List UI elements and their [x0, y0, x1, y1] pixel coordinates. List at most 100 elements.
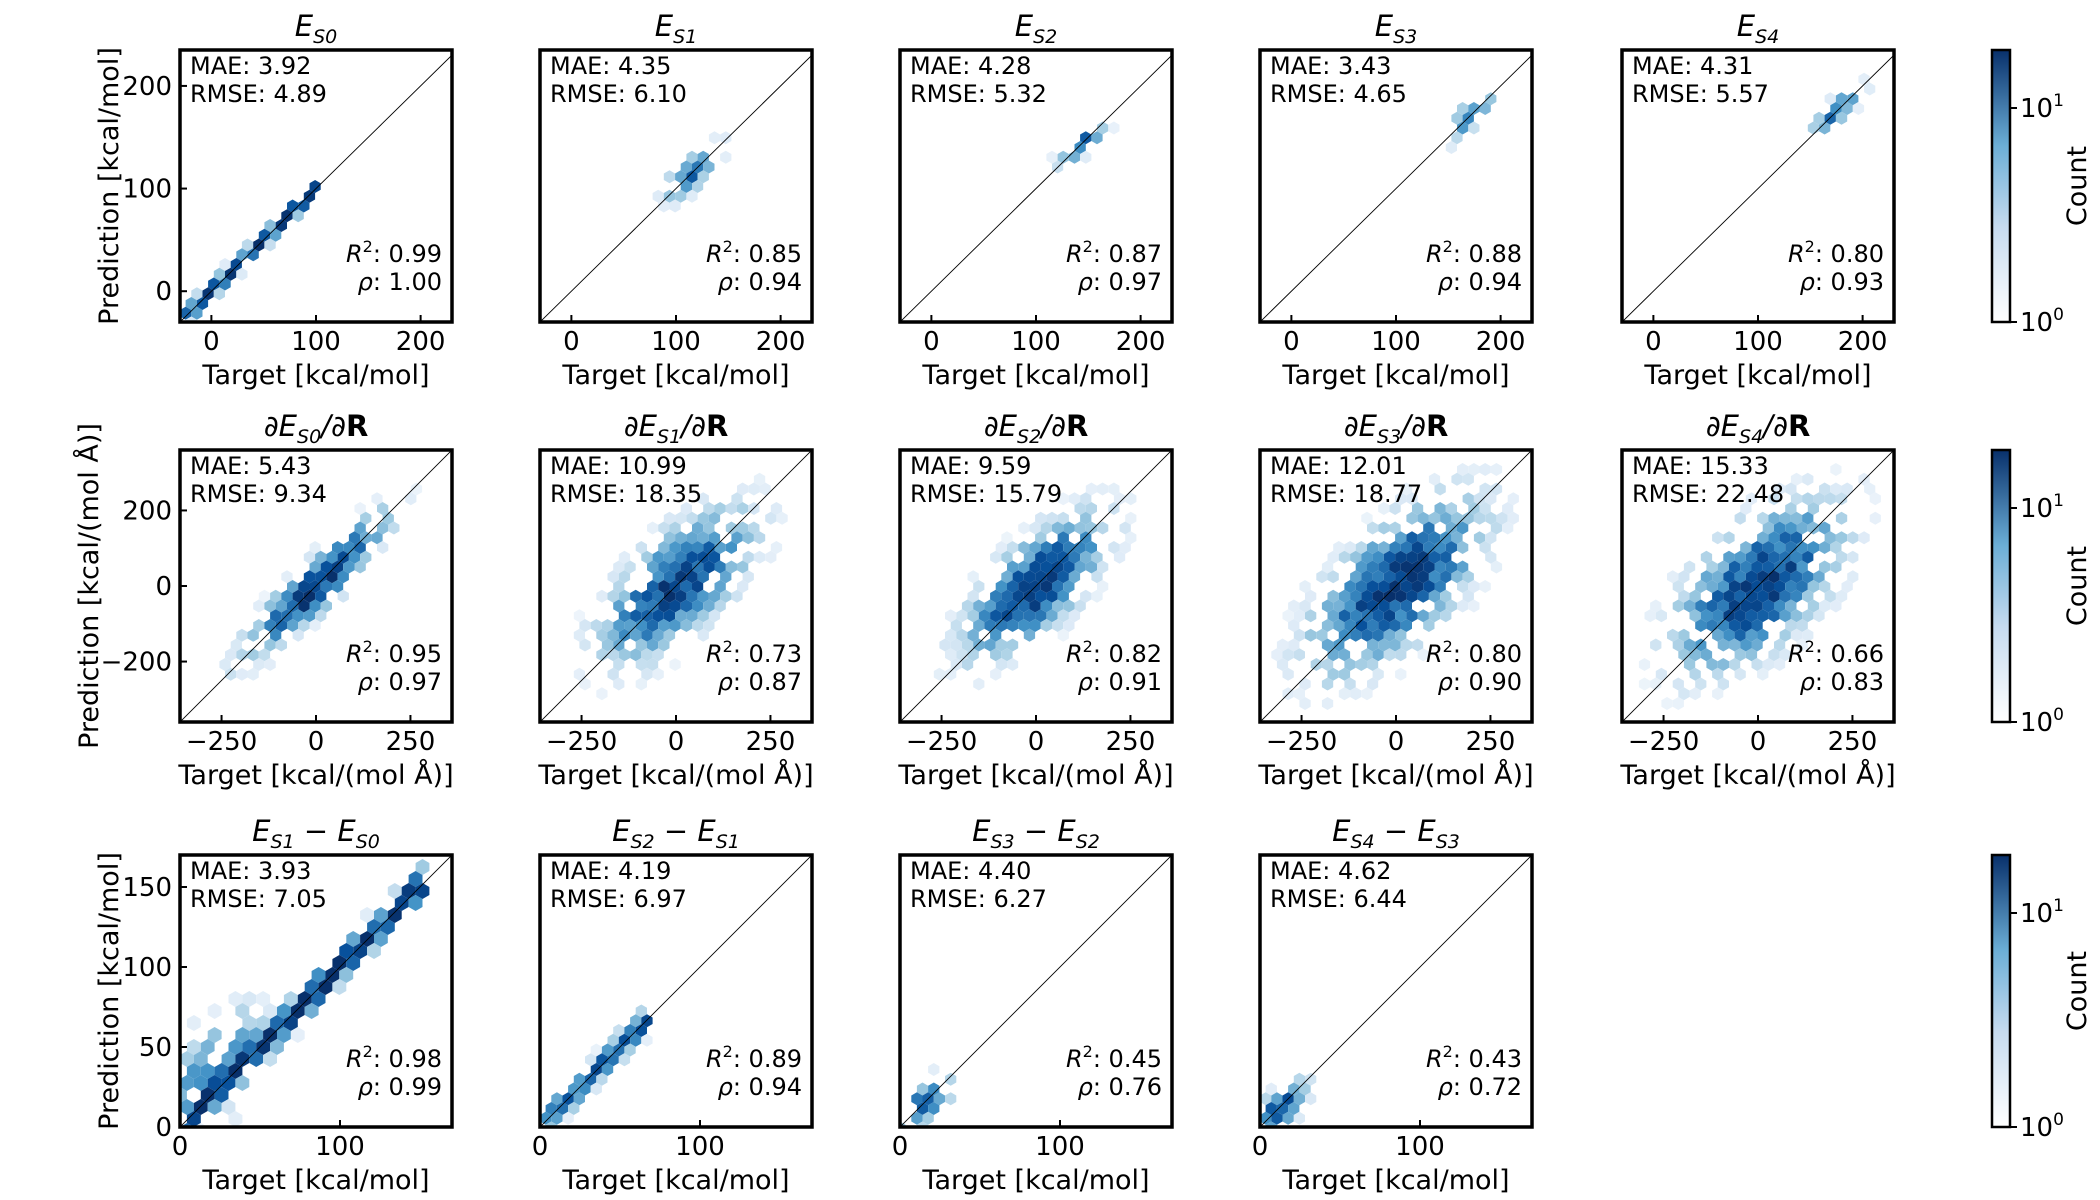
hexbin-cell: [596, 687, 608, 701]
mae-label: MAE: 4.31: [1632, 52, 1753, 80]
hexbin-cell: [995, 599, 1007, 613]
hexbin-cell: [990, 550, 1002, 564]
hexbin-cell: [326, 550, 338, 564]
hexbin-cell: [1451, 472, 1463, 486]
hexbin-cell: [1119, 541, 1131, 554]
hexbin-cell: [1468, 121, 1480, 135]
panel-title: ES1​ − ES0​: [252, 814, 380, 853]
hexbin-cell: [731, 589, 743, 603]
mae-label: MAE: 4.35: [550, 52, 671, 80]
hexbin-cell: [1790, 570, 1803, 584]
hexbin-cell: [1717, 560, 1729, 574]
x-tick-label: 0: [203, 327, 220, 357]
identity-line: [900, 855, 1172, 1127]
hexbin-cell: [1768, 589, 1780, 603]
hexbin-cell: [641, 628, 653, 642]
hexbin-cell: [1378, 521, 1390, 535]
hexbin-cell: [1689, 609, 1701, 623]
hexbin-cell: [1046, 570, 1058, 584]
hexbin-cell: [1819, 121, 1831, 135]
hexbin-cell: [1824, 589, 1836, 603]
hexbin-cell: [219, 258, 231, 271]
hexbin-cell: [303, 589, 316, 603]
hexbin-cell: [1479, 482, 1491, 496]
hexbin-cell: [590, 1063, 602, 1076]
hexbin-cell: [1012, 570, 1024, 584]
hexbin-cell: [601, 1043, 614, 1057]
hexbin-cell: [228, 991, 243, 1007]
rmse-label: RMSE: 4.89: [190, 80, 327, 108]
hexbin-cell: [641, 589, 653, 603]
rho-label: ρ: 0.94: [718, 1073, 802, 1101]
hexbin-cell: [1333, 541, 1345, 554]
hexbin-cell: [1729, 619, 1741, 632]
hexbin-cell: [1638, 658, 1651, 671]
hexbin-cell: [1057, 531, 1069, 545]
identity-line: [540, 54, 812, 322]
hexbin-cell: [1779, 609, 1791, 623]
x-tick-label: 200: [1838, 327, 1888, 357]
hexbin-cell: [770, 541, 783, 554]
y-tick-label: 0: [155, 572, 172, 602]
hexbin-cell: [318, 979, 333, 995]
hexbin-cell: [1689, 687, 1701, 701]
hexbin-cell: [1819, 482, 1831, 496]
hexbin-cell: [1790, 472, 1803, 486]
hexbin-cell: [1350, 687, 1362, 701]
panel-title: ES1​: [655, 9, 697, 48]
hexbin-cell: [1018, 541, 1030, 554]
hexbin-cell: [225, 267, 237, 281]
hexbin-cell: [613, 580, 625, 593]
hexbin-cell: [737, 580, 749, 593]
hexbin-cell: [200, 1039, 215, 1055]
hexbin-cell: [332, 541, 344, 554]
rmse-label: RMSE: 6.10: [550, 80, 687, 108]
hexbin-cell: [1367, 580, 1379, 593]
hexbin-cell: [371, 492, 383, 506]
hexbin-cell: [415, 859, 430, 875]
hexbin-cell: [1434, 560, 1446, 574]
hexbin-cell: [697, 511, 709, 525]
hexbin-cell: [1712, 609, 1724, 623]
y-tick-label: 200: [122, 496, 172, 526]
hexbin-cell: [1265, 1082, 1277, 1096]
hexbin-cell: [714, 580, 726, 593]
hexbin-cell: [387, 907, 402, 923]
hexbin-cell: [714, 599, 726, 613]
r2-label: R2: 0.73: [706, 637, 802, 668]
panel-title: ∂ES1​/∂R: [624, 409, 729, 448]
hexbin-cell: [961, 658, 974, 671]
hexbin-cell: [1819, 599, 1831, 613]
colorbar-1: 101 100 Count: [1990, 448, 2093, 738]
hexbin-cell: [1785, 482, 1797, 496]
hexbin-cells: [1271, 463, 1519, 710]
colorbar-gradient: [1990, 48, 2012, 324]
hexbin-cell: [556, 1102, 569, 1115]
hexbin-cell: [945, 667, 957, 681]
hexbin-cell: [1057, 150, 1069, 164]
hexbin-cell: [264, 599, 276, 613]
hexbin-cell: [1344, 658, 1356, 671]
hexbin-cell: [348, 550, 361, 564]
hexbin-cell: [1774, 521, 1786, 535]
hexbin-cell: [1080, 492, 1092, 506]
hexbin-cell: [1706, 560, 1718, 574]
hexbin-cell: [1321, 599, 1334, 613]
x-tick-label: 200: [1116, 327, 1166, 357]
hexbin-cell: [618, 1033, 631, 1047]
hexbin-cell: [337, 570, 349, 584]
hexbin-cell: [1751, 541, 1763, 554]
hexbin-cell: [1012, 589, 1024, 603]
panel-title: ES4​ − ES3​: [1332, 814, 1460, 853]
hexbin-cell: [1085, 560, 1097, 574]
hexbin-cell: [339, 943, 354, 959]
hexbin-cell: [235, 1027, 250, 1043]
mae-label: MAE: 5.43: [190, 452, 311, 480]
r2-label: R2: 0.43: [1426, 1042, 1522, 1073]
hexbin-cell: [1434, 502, 1446, 515]
hexbin-cell: [1288, 619, 1300, 632]
hexbin-cell: [354, 502, 366, 515]
hexbin-cell: [304, 979, 319, 995]
hexbin-cell: [1361, 589, 1373, 603]
